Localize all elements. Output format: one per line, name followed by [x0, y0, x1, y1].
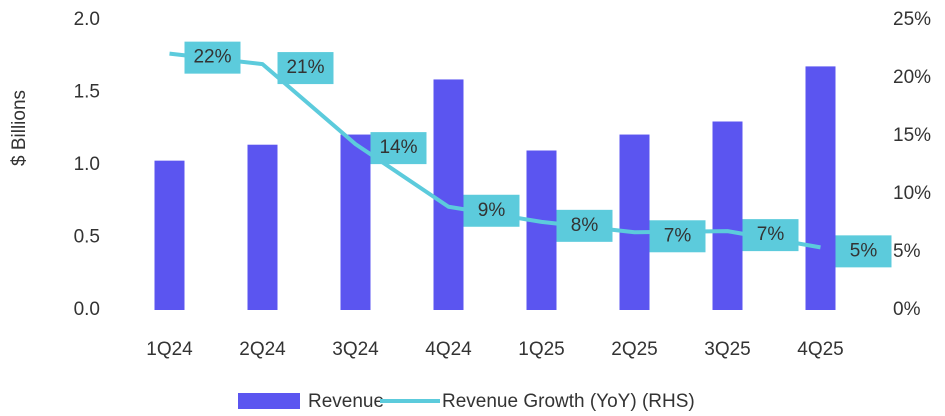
y2-tick-label: 25% — [893, 9, 931, 30]
data-label: 14% — [379, 137, 417, 158]
x-tick-label: 3Q25 — [704, 339, 750, 360]
x-tick-label: 1Q25 — [518, 339, 564, 360]
legend-label: Revenue Growth (YoY) (RHS) — [442, 391, 695, 412]
y2-tick-label: 20% — [893, 67, 931, 88]
y-tick-label: 0.0 — [74, 299, 100, 320]
data-label-box — [277, 52, 334, 85]
x-tick-label: 1Q24 — [146, 339, 193, 360]
data-label-box — [184, 41, 241, 74]
y2-tick-label: 10% — [893, 183, 931, 204]
data-label-box — [835, 235, 892, 268]
data-label-box — [463, 194, 520, 227]
legend-label: Revenue — [308, 391, 384, 412]
bar — [712, 121, 743, 310]
y2-tick-label: 5% — [893, 241, 921, 262]
data-label-box — [556, 209, 613, 242]
bar — [247, 144, 278, 310]
x-tick-label: 4Q25 — [797, 339, 843, 360]
x-tick-label: 2Q24 — [239, 339, 286, 360]
legend-swatch — [238, 393, 300, 409]
bar — [805, 66, 836, 311]
data-label-box — [649, 220, 706, 253]
x-tick-label: 2Q25 — [611, 339, 657, 360]
y-tick-label: 0.5 — [74, 227, 100, 248]
bar — [340, 134, 371, 310]
y2-tick-label: 0% — [893, 299, 921, 320]
y-axis-title: $ Billions — [9, 90, 30, 166]
data-label: 9% — [478, 200, 506, 221]
data-label: 8% — [571, 215, 599, 236]
data-label-box — [370, 132, 427, 165]
data-label: 7% — [757, 224, 785, 245]
x-tick-label: 4Q24 — [425, 339, 472, 360]
y-tick-label: 1.5 — [74, 82, 100, 103]
bar — [433, 79, 464, 310]
y2-tick-label: 15% — [893, 125, 931, 146]
bar — [154, 160, 185, 310]
x-tick-label: 3Q24 — [332, 339, 379, 360]
y-tick-label: 2.0 — [74, 9, 100, 30]
data-label-box — [742, 219, 799, 252]
data-label: 7% — [664, 225, 692, 246]
bar — [526, 150, 557, 310]
y-tick-label: 1.0 — [74, 154, 100, 175]
data-label: 5% — [850, 240, 878, 261]
data-label: 21% — [286, 57, 324, 78]
data-label: 22% — [193, 47, 231, 68]
bar — [619, 134, 650, 310]
